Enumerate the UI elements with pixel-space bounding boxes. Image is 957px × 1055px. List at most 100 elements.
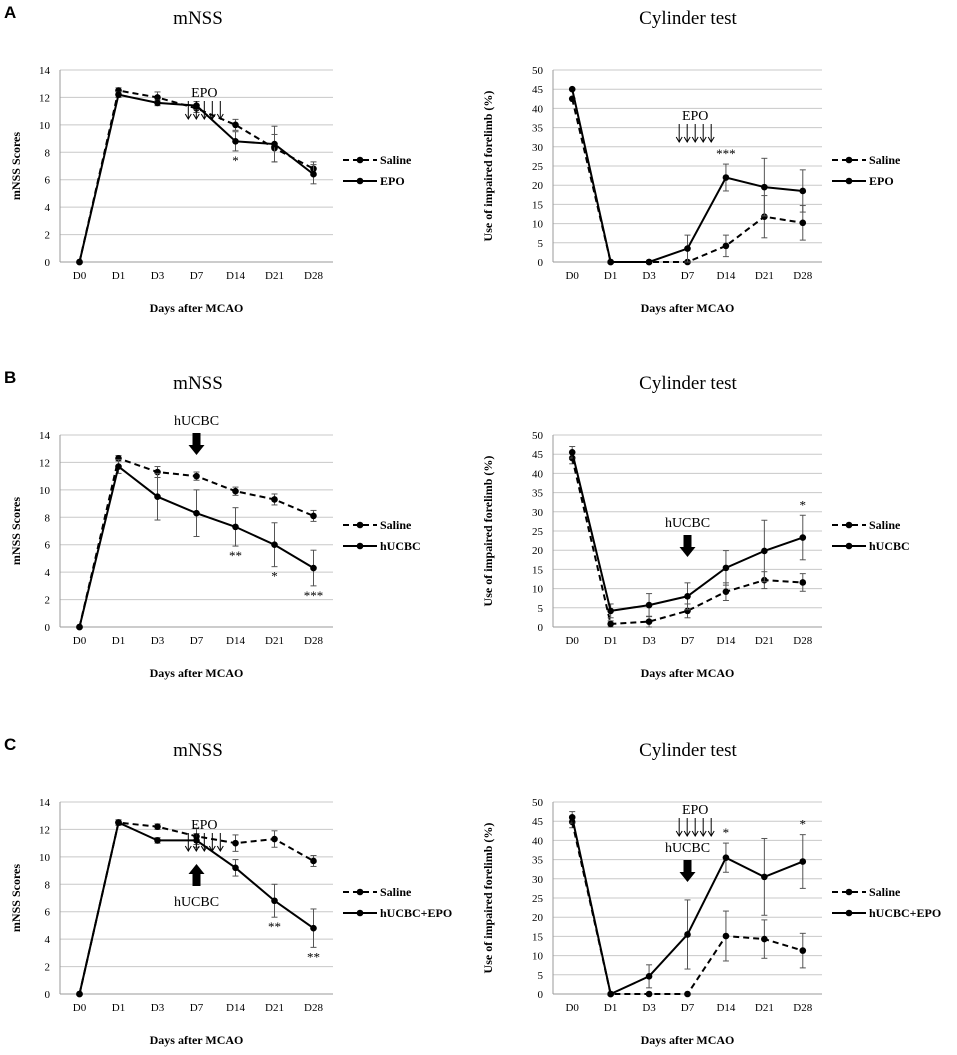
legend-entry: Saline	[832, 885, 901, 899]
chart-title: Cylinder test	[639, 373, 737, 394]
annotation-label: hUCBC	[665, 516, 710, 531]
x-tick-label: D14	[226, 270, 245, 282]
arrow-down-thick	[679, 535, 696, 557]
data-point	[232, 138, 239, 145]
panel-letter: B	[4, 368, 16, 387]
legend-marker	[845, 888, 853, 896]
y-tick-label: 14	[39, 65, 51, 77]
legend-label: EPO	[869, 174, 894, 188]
legend-label: hUCBC+EPO	[869, 906, 941, 920]
legend-entry: Saline	[343, 153, 412, 167]
legend-marker	[356, 542, 364, 550]
annotation-label: EPO	[191, 818, 217, 833]
data-point	[799, 534, 807, 541]
epo-annotation: EPO	[675, 803, 715, 837]
data-point	[310, 924, 317, 932]
y-tick-label: 8	[45, 879, 51, 891]
y-tick-label: 2	[45, 962, 51, 974]
legend-label: hUCBC+EPO	[380, 906, 452, 920]
data-point	[607, 990, 614, 998]
data-point	[154, 837, 161, 844]
annotation-label: EPO	[191, 86, 217, 101]
legend-label: hUCBC	[869, 539, 910, 553]
arrow-head-thin	[699, 830, 707, 837]
data-point	[722, 174, 730, 181]
arrow-head-thin	[192, 845, 200, 852]
data-point	[76, 258, 83, 266]
legend-label: hUCBC	[380, 539, 421, 553]
x-tick-label: D1	[112, 270, 125, 282]
data-point	[761, 935, 768, 943]
legend-marker	[845, 542, 853, 550]
data-point	[684, 592, 691, 600]
epo-annotation: EPO	[675, 109, 715, 143]
significance-marker: *	[271, 569, 278, 584]
data-point	[232, 121, 239, 129]
hucbc-annotation: hUCBC	[665, 841, 710, 882]
data-point	[154, 823, 161, 830]
x-tick-label: D28	[793, 1002, 812, 1014]
y-tick-label: 35	[532, 123, 544, 135]
x-tick-label: D0	[565, 270, 579, 282]
arrow-head-thin	[200, 113, 208, 120]
significance-marker: *	[800, 497, 807, 512]
chart-title: Cylinder test	[639, 8, 737, 29]
legend-marker	[356, 156, 364, 164]
x-tick-label: D3	[151, 270, 165, 282]
legend-label: Saline	[869, 885, 901, 899]
y-tick-label: 8	[45, 147, 51, 159]
x-tick-label: D3	[151, 1002, 165, 1014]
data-point	[799, 947, 807, 954]
arrow-head-thin	[216, 113, 224, 120]
x-tick-label: D0	[565, 635, 579, 647]
y-tick-label: 2	[45, 595, 51, 607]
y-axis-label: Use of impaired forelimb (%)	[481, 823, 495, 974]
legend-label: Saline	[869, 518, 901, 532]
y-tick-label: 0	[538, 989, 544, 1001]
arrow-head-thin	[184, 845, 192, 852]
y-tick-label: 25	[532, 526, 544, 538]
data-point	[568, 448, 576, 456]
data-point	[154, 94, 161, 101]
x-tick-label: D28	[304, 270, 323, 282]
y-tick-label: 8	[45, 512, 51, 524]
data-point	[115, 463, 122, 470]
legend-marker	[845, 156, 853, 164]
y-tick-label: 0	[45, 622, 51, 634]
y-tick-label: 0	[538, 257, 544, 269]
y-tick-label: 50	[532, 65, 544, 77]
arrow-down-thick	[679, 860, 696, 882]
data-point	[232, 487, 239, 495]
y-tick-label: 10	[532, 219, 544, 231]
x-tick-label: D21	[755, 635, 774, 647]
arrow-down-thick	[188, 433, 205, 455]
chart-title: mNSS	[173, 373, 223, 394]
data-point	[722, 854, 730, 861]
legend-marker	[356, 909, 364, 917]
data-point	[271, 496, 278, 503]
legend-marker	[356, 177, 364, 185]
y-tick-label: 10	[39, 120, 51, 132]
y-tick-label: 20	[532, 180, 544, 192]
x-axis-label: Days after MCAO	[150, 666, 244, 680]
data-point	[684, 931, 691, 938]
y-tick-label: 14	[39, 797, 51, 809]
data-point	[722, 242, 730, 250]
x-tick-label: D7	[681, 635, 695, 647]
data-point	[232, 523, 239, 531]
y-tick-label: 50	[532, 797, 544, 809]
legend-entry: Saline	[832, 153, 901, 167]
data-point	[232, 839, 239, 847]
x-tick-label: D21	[265, 270, 284, 282]
y-tick-label: 15	[532, 199, 544, 211]
significance-marker: *	[232, 153, 239, 168]
legend-entry: EPO	[343, 174, 405, 188]
hucbc-annotation: hUCBC	[174, 414, 219, 455]
arrow-head-thin	[691, 136, 699, 143]
series-treatment	[568, 85, 807, 266]
x-tick-label: D1	[604, 635, 617, 647]
data-point	[232, 864, 239, 872]
arrow-head-thin	[200, 845, 208, 852]
y-tick-label: 50	[532, 430, 544, 442]
